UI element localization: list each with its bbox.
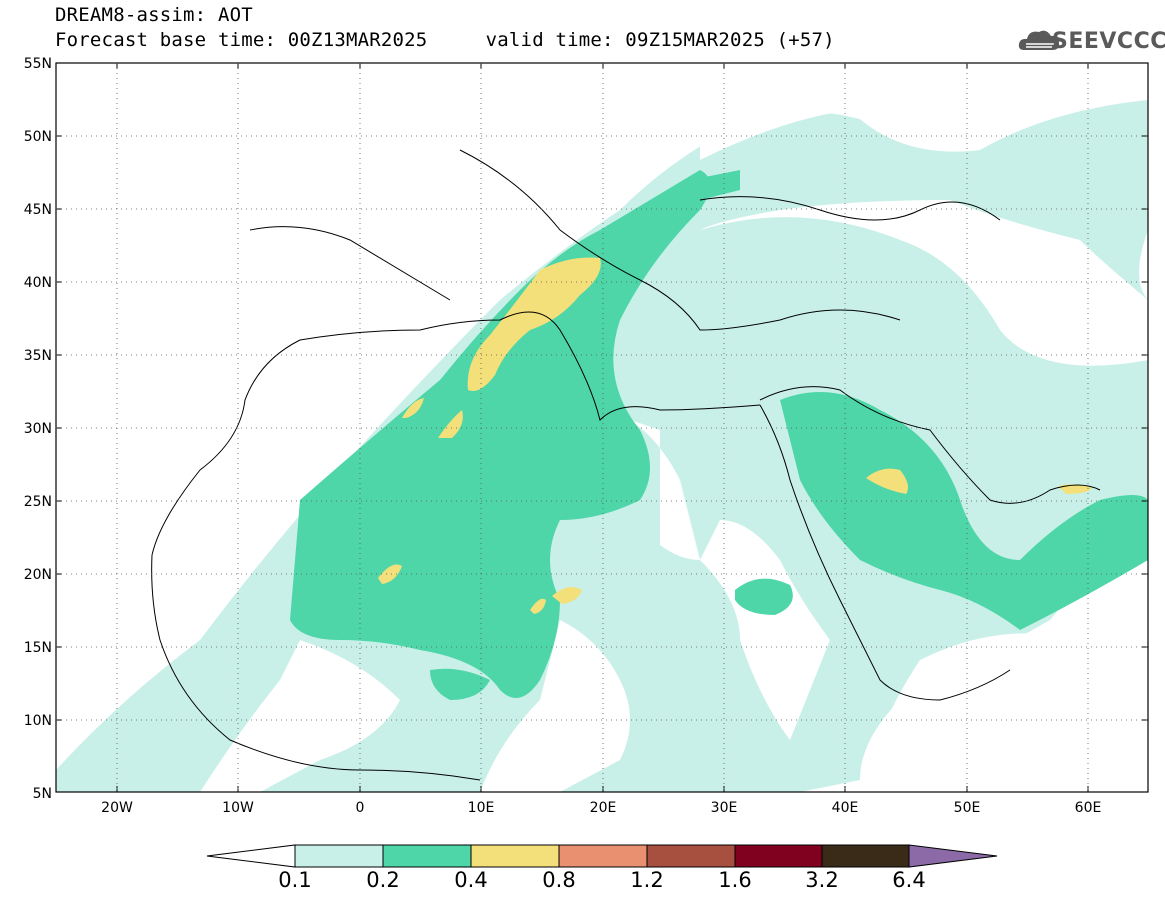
map-title: DREAM8-assim: AOT bbox=[55, 4, 253, 26]
lat-axis: 55N 50N 45N 40N 35N 30N 25N 20N 15N 10N … bbox=[24, 56, 52, 802]
colorbar-label: 3.2 bbox=[805, 868, 839, 892]
lon-axis: 20W 10W 0 10E 20E 30E 40E 50E 60E bbox=[101, 800, 1101, 816]
lat-label: 55N bbox=[24, 56, 52, 72]
colorbar-label: 0.1 bbox=[278, 868, 312, 892]
aot-field bbox=[56, 63, 1148, 792]
cloud-logo-icon bbox=[1018, 30, 1060, 50]
lat-label: 40N bbox=[24, 275, 52, 291]
colorbar-arrow-high bbox=[908, 844, 998, 868]
colorbar bbox=[206, 844, 998, 868]
lat-label: 20N bbox=[24, 567, 52, 583]
colorbar-label: 1.6 bbox=[718, 868, 752, 892]
colorbar-bin bbox=[734, 844, 823, 868]
lat-label: 50N bbox=[24, 129, 52, 145]
colorbar-label: 0.8 bbox=[542, 868, 576, 892]
colorbar-bin bbox=[821, 844, 910, 868]
lon-label: 10E bbox=[468, 800, 495, 816]
lon-label: 40E bbox=[832, 800, 859, 816]
colorbar-label: 6.4 bbox=[892, 868, 926, 892]
lon-label: 60E bbox=[1075, 800, 1102, 816]
colorbar-label: 1.2 bbox=[630, 868, 664, 892]
lon-label: 10W bbox=[222, 800, 254, 816]
lon-label: 20W bbox=[101, 800, 133, 816]
lon-label: 20E bbox=[590, 800, 617, 816]
colorbar-label: 0.2 bbox=[366, 868, 400, 892]
lat-label: 25N bbox=[24, 494, 52, 510]
colorbar-bin bbox=[470, 844, 560, 868]
lat-label: 30N bbox=[24, 421, 52, 437]
seevccc-logo-text: SEEVCCC bbox=[1052, 29, 1165, 54]
lat-label: 45N bbox=[24, 202, 52, 218]
colorbar-arrow-low bbox=[206, 844, 296, 868]
lat-label: 35N bbox=[24, 348, 52, 364]
lat-label: 5N bbox=[33, 786, 52, 802]
colorbar-bin bbox=[382, 844, 472, 868]
colorbar-label: 0.4 bbox=[454, 868, 488, 892]
lon-label: 50E bbox=[954, 800, 981, 816]
forecast-time-info: Forecast base time: 00Z13MAR2025 valid t… bbox=[55, 29, 835, 51]
lon-label: 0 bbox=[356, 800, 365, 816]
lat-label: 15N bbox=[24, 640, 52, 656]
lat-label: 10N bbox=[24, 713, 52, 729]
colorbar-bin bbox=[294, 844, 384, 868]
lon-label: 30E bbox=[711, 800, 738, 816]
colorbar-bin bbox=[646, 844, 736, 868]
colorbar-bin bbox=[558, 844, 648, 868]
